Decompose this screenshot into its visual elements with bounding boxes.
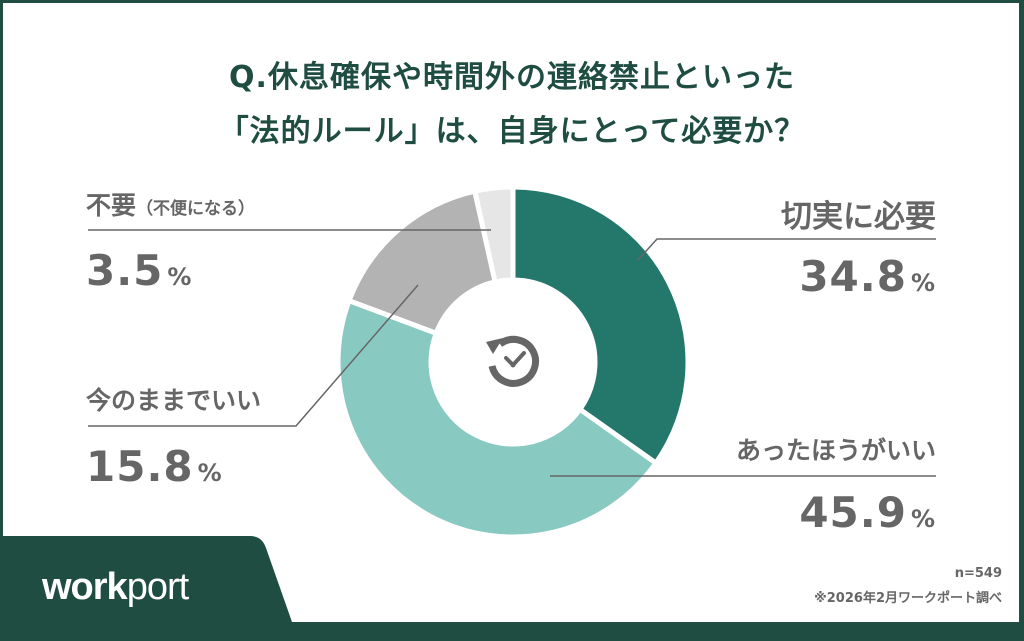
slice-unnecessary xyxy=(471,184,516,285)
percent-unit: % xyxy=(167,263,193,291)
label-essential-category: 切実に必要 xyxy=(781,191,936,236)
sample-size: n=549 xyxy=(954,566,1002,581)
leader-line-as-is xyxy=(88,284,419,427)
clock-refresh-check-icon xyxy=(486,335,539,387)
category-text: あったほうがいい xyxy=(735,436,936,465)
percent-value: 34.8 xyxy=(799,252,907,301)
logo-light-text: port xyxy=(126,566,189,608)
chart-title-line-1: Q.休息確保や時間外の連絡禁止といった xyxy=(229,60,795,95)
label-essential-percent: 34.8% xyxy=(799,252,936,301)
label-unnecessary-category: 不要（不便になる） xyxy=(86,186,255,222)
label-unnecessary-percent: 3.5% xyxy=(86,246,192,295)
donut-slices xyxy=(335,184,691,540)
percent-unit: % xyxy=(197,459,223,487)
percent-value: 45.9 xyxy=(799,488,907,537)
label-nice-to-have-category: あったほうがいい xyxy=(736,431,936,467)
category-text: 今のままでいい xyxy=(86,386,262,415)
logo-bold-text: work xyxy=(42,566,128,608)
percent-unit: % xyxy=(910,505,936,533)
percent-value: 3.5 xyxy=(86,246,164,295)
workport-logo: workport xyxy=(42,566,189,609)
percent-value: 15.8 xyxy=(86,442,194,491)
percent-unit: % xyxy=(910,269,936,297)
source-note: ※2026年2月ワークポート調べ xyxy=(814,591,1002,606)
slice-nice-to-have xyxy=(335,297,660,540)
chart-title-line-2: 「法的ルール」は、自身にとって必要か？ xyxy=(218,114,806,149)
slice-as-is xyxy=(345,188,499,337)
label-as-is-percent: 15.8% xyxy=(86,442,223,491)
slice-essential xyxy=(510,184,691,467)
label-as-is-category: 今のままでいい xyxy=(86,381,261,417)
category-text: 切実に必要 xyxy=(781,199,936,235)
category-text: 不要 xyxy=(86,191,137,220)
leader-line-essential xyxy=(637,238,936,261)
label-nice-to-have-percent: 45.9% xyxy=(799,488,936,537)
category-subtext: （不便になる） xyxy=(136,199,256,219)
